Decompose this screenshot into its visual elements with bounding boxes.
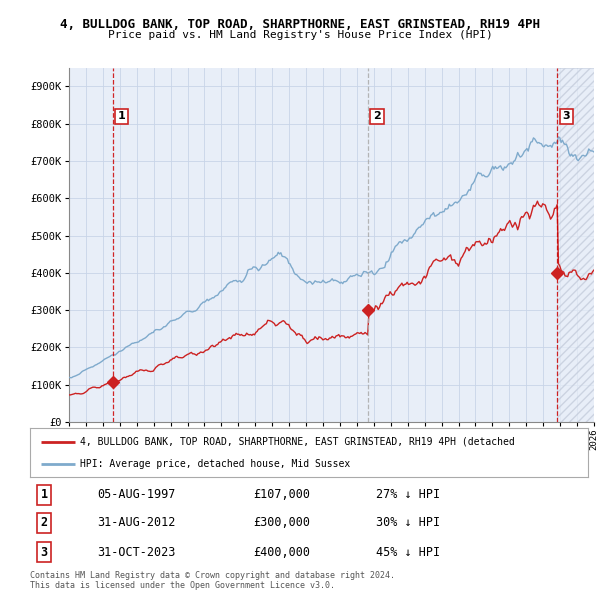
Text: 30% ↓ HPI: 30% ↓ HPI [376, 516, 440, 529]
Text: 3: 3 [562, 112, 570, 122]
Text: 31-OCT-2023: 31-OCT-2023 [97, 546, 175, 559]
Text: Price paid vs. HM Land Registry's House Price Index (HPI): Price paid vs. HM Land Registry's House … [107, 30, 493, 40]
Text: £300,000: £300,000 [253, 516, 310, 529]
Text: 2: 2 [373, 112, 381, 122]
Text: 1: 1 [118, 112, 125, 122]
Text: £400,000: £400,000 [253, 546, 310, 559]
Text: £107,000: £107,000 [253, 489, 310, 502]
Text: 27% ↓ HPI: 27% ↓ HPI [376, 489, 440, 502]
Text: 2: 2 [40, 516, 47, 529]
Text: 4, BULLDOG BANK, TOP ROAD, SHARPTHORNE, EAST GRINSTEAD, RH19 4PH: 4, BULLDOG BANK, TOP ROAD, SHARPTHORNE, … [60, 18, 540, 31]
Text: Contains HM Land Registry data © Crown copyright and database right 2024.
This d: Contains HM Land Registry data © Crown c… [30, 571, 395, 590]
Text: 3: 3 [40, 546, 47, 559]
Text: 05-AUG-1997: 05-AUG-1997 [97, 489, 175, 502]
Text: 31-AUG-2012: 31-AUG-2012 [97, 516, 175, 529]
Text: 1: 1 [40, 489, 47, 502]
Polygon shape [557, 68, 594, 422]
Text: HPI: Average price, detached house, Mid Sussex: HPI: Average price, detached house, Mid … [80, 459, 350, 469]
Text: 45% ↓ HPI: 45% ↓ HPI [376, 546, 440, 559]
Text: 4, BULLDOG BANK, TOP ROAD, SHARPTHORNE, EAST GRINSTEAD, RH19 4PH (detached: 4, BULLDOG BANK, TOP ROAD, SHARPTHORNE, … [80, 437, 515, 447]
